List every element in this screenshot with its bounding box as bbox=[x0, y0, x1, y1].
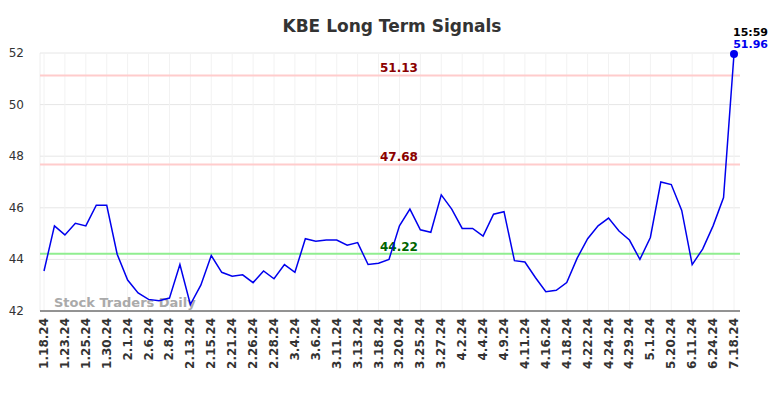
x-tick-label: 2.13.24 bbox=[183, 318, 197, 369]
grid-line bbox=[441, 53, 442, 311]
y-tick-label: 46 bbox=[9, 201, 24, 215]
x-tick-label: 4.16.24 bbox=[539, 318, 553, 369]
grid-line bbox=[40, 207, 740, 208]
x-tick-label: 4.11.24 bbox=[518, 318, 532, 369]
grid-line bbox=[127, 53, 128, 311]
grid-line bbox=[378, 53, 379, 311]
grid-line bbox=[357, 53, 358, 311]
x-axis-line bbox=[40, 311, 740, 312]
grid-line bbox=[106, 53, 107, 311]
watermark: Stock Traders Daily bbox=[54, 295, 196, 310]
x-tick-label: 6.24.24 bbox=[706, 318, 720, 369]
grid-line bbox=[483, 53, 484, 311]
x-tick-label: 5.20.24 bbox=[664, 318, 678, 369]
y-tick-label: 44 bbox=[9, 252, 24, 266]
x-tick-label: 4.24.24 bbox=[602, 318, 616, 369]
grid-line bbox=[462, 53, 463, 311]
x-tick-label: 4.4.24 bbox=[476, 318, 490, 361]
grid-line bbox=[253, 53, 254, 311]
x-tick-label: 7.18.24 bbox=[727, 318, 741, 369]
x-tick-label: 5.1.24 bbox=[643, 318, 657, 361]
x-tick-label: 6.11.24 bbox=[685, 318, 699, 369]
x-tick-label: 3.13.24 bbox=[351, 318, 365, 369]
title: KBE Long Term Signals bbox=[282, 16, 501, 36]
grid-line bbox=[629, 53, 630, 311]
price-line bbox=[44, 54, 734, 305]
x-tick-label: 3.11.24 bbox=[330, 318, 344, 369]
grid-line bbox=[169, 53, 170, 311]
last-value: 51.96 bbox=[733, 38, 768, 51]
y-tick-label: 50 bbox=[9, 98, 24, 112]
x-tick-label: 3.4.24 bbox=[288, 318, 302, 361]
x-tick-label: 1.23.24 bbox=[58, 318, 72, 369]
grid-line bbox=[734, 53, 735, 311]
x-tick-label: 2.21.24 bbox=[225, 318, 239, 369]
x-tick-label: 4.2.24 bbox=[455, 318, 469, 361]
grid-line bbox=[64, 53, 65, 311]
signal-label: 51.13 bbox=[380, 61, 418, 75]
last-point bbox=[730, 50, 738, 58]
grid-line bbox=[148, 53, 149, 311]
y-tick-label: 48 bbox=[9, 149, 24, 163]
grid-line bbox=[545, 53, 546, 311]
grid-line bbox=[232, 53, 233, 311]
x-tick-label: 2.28.24 bbox=[267, 318, 281, 369]
grid-line bbox=[713, 53, 714, 311]
x-tick-label: 3.27.24 bbox=[434, 318, 448, 369]
x-tick-label: 2.15.24 bbox=[204, 318, 218, 369]
grid-line bbox=[336, 53, 337, 311]
grid-line bbox=[566, 53, 567, 311]
y-tick-label: 42 bbox=[9, 304, 24, 318]
x-tick-label: 1.25.24 bbox=[79, 318, 93, 369]
x-tick-label: 2.1.24 bbox=[121, 318, 135, 361]
grid-line bbox=[420, 53, 421, 311]
x-tick-label: 2.8.24 bbox=[162, 318, 176, 361]
x-tick-label: 4.18.24 bbox=[560, 318, 574, 369]
grid-line bbox=[85, 53, 86, 311]
x-tick-label: 4.29.24 bbox=[622, 318, 636, 369]
grid-line bbox=[44, 53, 45, 311]
x-tick-label: 3.18.24 bbox=[372, 318, 386, 369]
grid-line bbox=[504, 53, 505, 311]
grid-line bbox=[40, 311, 740, 312]
grid-line bbox=[40, 53, 740, 54]
grid-line bbox=[40, 104, 740, 105]
grid-line bbox=[671, 53, 672, 311]
x-tick-label: 2.6.24 bbox=[142, 318, 156, 361]
grid-line bbox=[524, 53, 525, 311]
grid-line bbox=[692, 53, 693, 311]
grid-line bbox=[211, 53, 212, 311]
signal-label: 47.68 bbox=[380, 150, 418, 164]
grid-line bbox=[274, 53, 275, 311]
x-tick-label: 1.18.24 bbox=[37, 318, 51, 369]
grid-line bbox=[587, 53, 588, 311]
signal-label: 44.22 bbox=[380, 240, 418, 254]
x-tick-label: 3.25.24 bbox=[413, 318, 427, 369]
grid-line bbox=[315, 53, 316, 311]
x-tick-label: 3.20.24 bbox=[392, 318, 406, 369]
x-tick-label: 1.30.24 bbox=[100, 318, 114, 369]
grid-line bbox=[399, 53, 400, 311]
grid-line bbox=[650, 53, 651, 311]
x-tick-label: 4.9.24 bbox=[497, 318, 511, 361]
grid-line bbox=[608, 53, 609, 311]
grid-line bbox=[40, 259, 740, 260]
x-tick-label: 4.22.24 bbox=[581, 318, 595, 369]
grid-line bbox=[190, 53, 191, 311]
y-tick-label: 52 bbox=[9, 46, 24, 60]
y-axis-line bbox=[40, 53, 41, 311]
x-tick-label: 2.26.24 bbox=[246, 318, 260, 369]
x-tick-label: 3.6.24 bbox=[309, 318, 323, 361]
